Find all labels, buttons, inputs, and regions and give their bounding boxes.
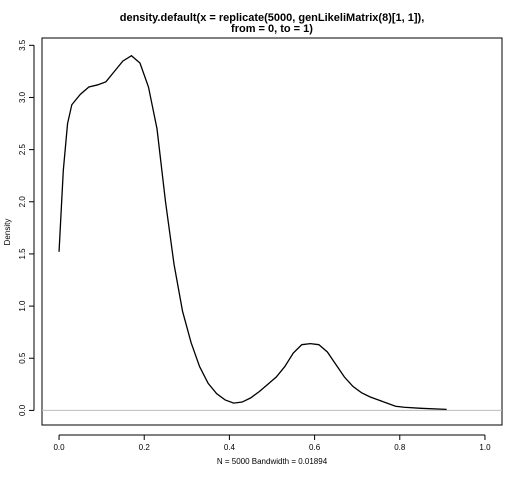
y-axis-label: Density	[3, 219, 12, 246]
plot-frame	[41, 37, 503, 426]
x-tick-label: 1.0	[479, 443, 491, 452]
y-tick-label: 0.0	[18, 404, 27, 416]
y-tick-label: 1.0	[18, 300, 27, 312]
x-tick-label: 0.4	[224, 443, 236, 452]
x-tick-label: 0.0	[53, 443, 65, 452]
x-axis-label: N = 5000 Bandwidth = 0.01894	[217, 457, 328, 466]
y-tick-label: 3.5	[18, 39, 27, 51]
y-tick-label: 3.0	[18, 91, 27, 103]
y-tick-label: 2.5	[18, 144, 27, 156]
x-tick-label: 0.8	[394, 443, 406, 452]
y-tick-label: 0.5	[18, 352, 27, 364]
y-tick-label: 2.0	[18, 196, 27, 208]
x-tick-label: 0.2	[139, 443, 151, 452]
y-tick-label: 1.5	[18, 248, 27, 260]
density-line	[58, 54, 447, 410]
chart-subtitle: from = 0, to = 1)	[231, 23, 313, 35]
x-tick-label: 0.6	[309, 443, 321, 452]
chart-title: density.default(x = replicate(5000, genL…	[120, 12, 425, 24]
